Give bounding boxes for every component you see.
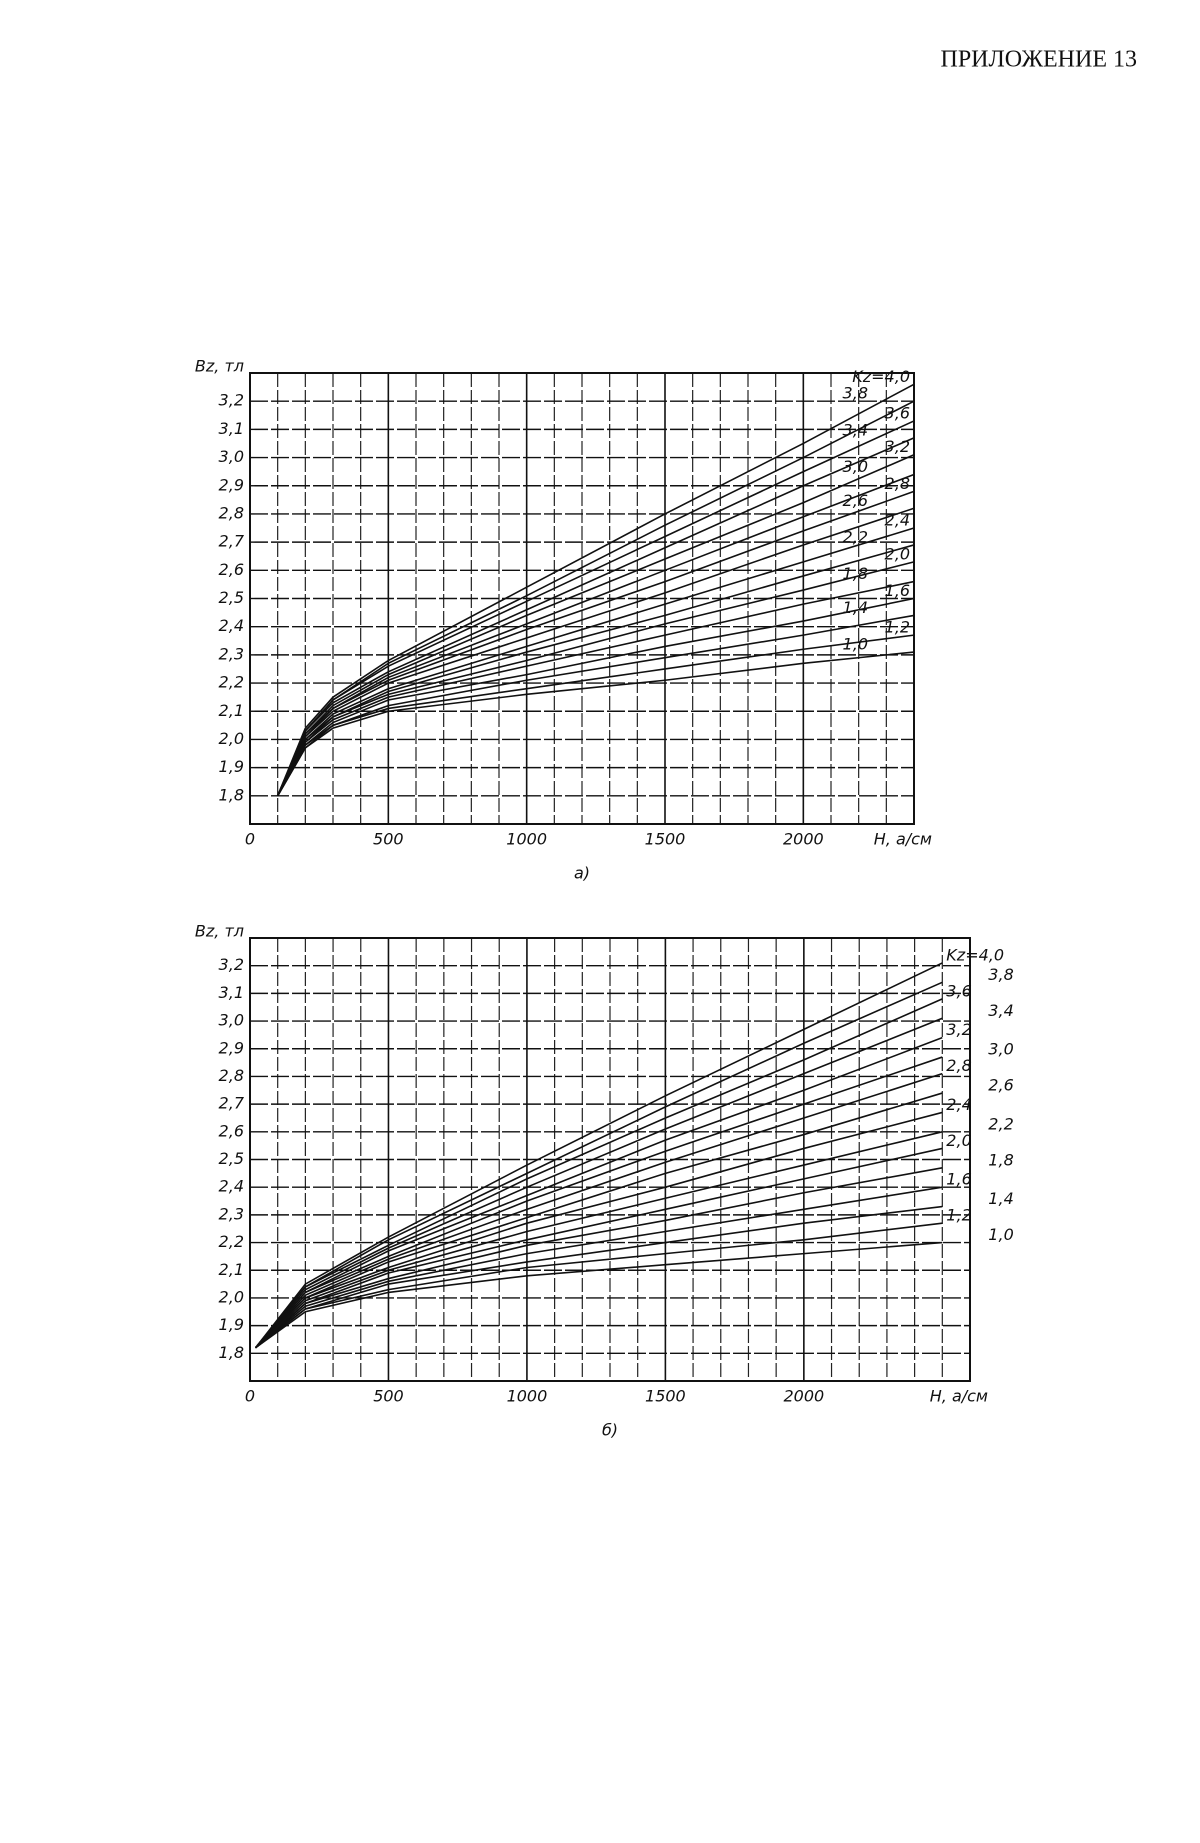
y-tick-label: 1,8	[219, 1343, 244, 1362]
x-tick-label: 0	[245, 830, 255, 849]
y-tick-label: 2,4	[219, 1177, 244, 1196]
curve	[256, 1074, 943, 1348]
y-tick-label: 2,8	[219, 503, 244, 522]
y-tick-label: 3,0	[219, 1011, 244, 1030]
page: ПРИЛОЖЕНИЕ 13 0 500 1000 1500 2000 1,8 1,9 2,0 2…	[0, 0, 1200, 1843]
series-label: 3,2	[885, 437, 910, 456]
y-axis-label: Bz, тл	[195, 922, 244, 941]
y-tick-label: 3,0	[219, 447, 244, 466]
x-tick-label: 500	[373, 830, 404, 849]
series-label: 1,4	[843, 598, 868, 617]
y-tick-label: 2,2	[219, 673, 244, 692]
curve	[256, 1243, 943, 1348]
series-label: 1,0	[988, 1225, 1013, 1244]
y-tick-label: 2,0	[219, 1287, 244, 1306]
series-label: 3,4	[988, 1001, 1013, 1020]
series-label: 3,8	[843, 384, 868, 403]
curve	[256, 1148, 943, 1347]
y-tick-label: 2,2	[219, 1232, 244, 1251]
curve	[278, 438, 914, 796]
y-tick-label: 2,8	[219, 1066, 244, 1085]
y-tick-label: 2,5	[219, 588, 244, 607]
y-tick-label: 2,6	[219, 560, 244, 579]
series-label: 1,6	[946, 1170, 971, 1189]
x-tick-label: 0	[245, 1387, 255, 1406]
x-tick-label: 500	[373, 1387, 404, 1406]
series-label: 2,8	[946, 1056, 971, 1075]
series-label: Kz=4,0	[946, 945, 1004, 964]
x-axis-label: H, а/см	[874, 830, 932, 849]
y-tick-label: 2,9	[219, 475, 244, 494]
curve	[278, 384, 914, 796]
series-label: Kz=4,0	[852, 367, 910, 386]
y-tick-label: 2,9	[219, 1038, 244, 1057]
y-tick-label: 3,2	[219, 391, 244, 410]
curve	[256, 1207, 943, 1348]
series-label: 3,2	[946, 1020, 971, 1039]
y-tick-label: 3,2	[219, 955, 244, 974]
x-tick-label: 2000	[783, 1387, 824, 1406]
y-tick-label: 2,0	[219, 729, 244, 748]
series-label: 2,6	[988, 1076, 1013, 1095]
y-tick-label: 1,8	[219, 785, 244, 804]
curve	[256, 1038, 943, 1348]
curve	[256, 1187, 943, 1348]
y-axis-label: Bz, тл	[195, 357, 244, 376]
curve	[278, 599, 914, 796]
y-tick-label: 2,1	[219, 1260, 244, 1279]
series-label: 3,8	[988, 965, 1013, 984]
y-tick-label: 1,9	[219, 1315, 244, 1334]
curve	[256, 1132, 943, 1348]
y-tick-label: 2,7	[219, 532, 245, 551]
x-tick-label: 1500	[645, 1387, 686, 1406]
series-label: 1,4	[988, 1189, 1013, 1208]
series-label: 3,0	[988, 1040, 1013, 1059]
x-tick-label: 1500	[645, 830, 686, 849]
x-axis-label: H, а/см	[930, 1387, 988, 1406]
series-label: 1,2	[946, 1206, 971, 1225]
curve	[278, 491, 914, 795]
series-label: 2,4	[946, 1095, 971, 1114]
chart-subtitle: б)	[602, 1421, 618, 1440]
series-label: 3,6	[885, 403, 910, 422]
x-tick-label: 1000	[507, 1387, 548, 1406]
y-tick-label: 2,5	[219, 1149, 244, 1168]
y-tick-label: 2,4	[219, 616, 244, 635]
series-label: 3,6	[946, 981, 971, 1000]
x-tick-label: 2000	[783, 830, 824, 849]
series-label: 2,0	[946, 1131, 971, 1150]
curve	[256, 999, 943, 1348]
series-label: 2,2	[988, 1114, 1013, 1133]
y-tick-label: 3,1	[219, 419, 244, 438]
y-tick-label: 3,1	[219, 983, 244, 1002]
page-title: ПРИЛОЖЕНИЕ 13	[940, 47, 1137, 73]
y-tick-label: 2,7	[219, 1094, 245, 1113]
y-tick-label: 2,3	[219, 644, 244, 663]
y-tick-label: 2,3	[219, 1204, 244, 1223]
series-label: 1,8	[988, 1150, 1013, 1169]
chart-subtitle: а)	[574, 864, 590, 883]
y-tick-label: 2,1	[219, 701, 244, 720]
curve	[278, 474, 914, 795]
series-label: 1,8	[843, 564, 868, 583]
x-tick-label: 1000	[506, 830, 547, 849]
y-tick-label: 1,9	[219, 757, 244, 776]
curve	[256, 1057, 943, 1348]
y-tick-label: 2,6	[219, 1121, 244, 1140]
